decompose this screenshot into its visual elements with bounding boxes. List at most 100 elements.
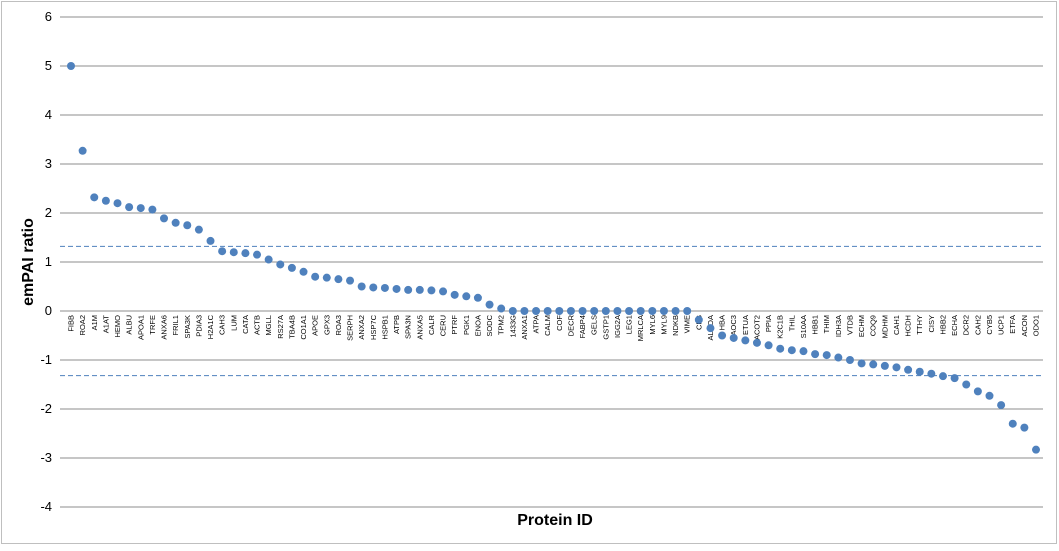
x-category-label: A1AT: [101, 315, 110, 334]
data-point: [973, 387, 982, 396]
data-point: [427, 286, 436, 295]
data-point: [380, 283, 389, 292]
x-category-label: ETUA: [741, 315, 750, 335]
data-point: [346, 276, 355, 285]
x-category-label: FIBB: [67, 315, 76, 332]
x-category-label: CO1A1: [299, 315, 308, 340]
x-category-label: LUM: [229, 315, 238, 331]
x-category-label: LEG1: [625, 315, 634, 334]
x-category-label: ECHM: [857, 315, 866, 337]
x-category-label: MYL6: [648, 315, 657, 335]
data-point: [694, 315, 703, 324]
data-point: [334, 275, 343, 284]
data-point: [799, 347, 808, 356]
x-category-label: ODO1: [1032, 315, 1041, 336]
x-category-label: ROA3: [334, 315, 343, 335]
x-category-label: CYB5: [985, 315, 994, 335]
y-tick-label: 4: [45, 107, 52, 122]
data-point: [915, 367, 924, 376]
x-category-label: 1433G: [508, 315, 517, 338]
x-category-label: VTDB: [845, 315, 854, 335]
data-point: [601, 307, 610, 315]
data-point: [218, 247, 227, 256]
y-tick-label: -1: [40, 352, 52, 367]
data-point: [659, 307, 668, 315]
x-category-label: DCR2: [962, 315, 971, 335]
x-category-label: HBB2: [938, 315, 947, 335]
data-point: [415, 285, 424, 294]
x-category-label: HBA: [718, 315, 727, 330]
data-point: [625, 307, 634, 315]
x-category-label: CAH2: [973, 315, 982, 335]
data-point: [787, 346, 796, 355]
y-tick-label: -4: [40, 499, 52, 514]
data-point: [439, 287, 448, 296]
data-point: [776, 344, 785, 353]
x-category-label: THIM: [822, 315, 831, 333]
x-category-label: VIME: [683, 315, 692, 333]
data-point: [136, 204, 145, 213]
data-point: [834, 353, 843, 362]
y-tick-label: 1: [45, 254, 52, 269]
data-point: [718, 331, 727, 340]
x-category-label: IDH3A: [834, 315, 843, 337]
x-category-label: CAH1: [892, 315, 901, 335]
data-point: [752, 338, 761, 347]
x-category-label: PPIA: [764, 315, 773, 332]
gridlines: [60, 16, 1043, 508]
x-category-label: UCP1: [997, 315, 1006, 335]
data-point: [845, 356, 854, 364]
x-category-label: FRIL1: [171, 315, 180, 335]
data-point: [811, 350, 820, 359]
x-category-label: ALBU: [125, 315, 134, 335]
data-point: [636, 307, 645, 315]
data-point: [1032, 445, 1040, 454]
x-category-label: ANXA1: [520, 315, 529, 340]
x-category-label: GSTP1: [601, 315, 610, 340]
data-point: [357, 282, 366, 291]
data-point: [764, 341, 773, 350]
y-tick-label: -3: [40, 450, 52, 465]
data-point: [927, 369, 936, 378]
data-point: [938, 372, 947, 381]
data-point: [520, 307, 529, 315]
x-category-label: APOA1: [136, 315, 145, 340]
x-category-label: CERU: [439, 315, 448, 336]
data-point: [892, 363, 901, 372]
data-point: [822, 351, 831, 360]
data-point: [206, 236, 215, 245]
x-category-label: SPA3N: [404, 315, 413, 339]
data-point: [90, 193, 99, 202]
x-category-label: COQ9: [869, 315, 878, 336]
data-point: [450, 290, 459, 299]
data-point: [555, 307, 564, 315]
y-tick-label: 5: [45, 58, 52, 73]
data-point: [962, 380, 971, 389]
data-point: [299, 267, 308, 276]
x-category-label: RS27A: [276, 315, 285, 339]
data-point: [183, 221, 192, 230]
x-category-label: ATPA: [532, 315, 541, 333]
data-point: [322, 273, 331, 282]
data-point: [729, 333, 738, 342]
x-category-label: SPA3K: [183, 315, 192, 339]
data-point: [857, 359, 866, 368]
x-category-label: AOC3: [729, 315, 738, 335]
y-tick-labels: 6 5 4 3 2 1 0 -1 -2 -3 -4: [40, 9, 52, 514]
data-point: [485, 300, 494, 309]
x-category-label: ANXA2: [357, 315, 366, 340]
y-tick-label: 6: [45, 9, 52, 24]
x-axis-title: Protein ID: [517, 512, 593, 529]
x-category-labels: FIBB ROA2 A1M A1AT HEMO ALBU APOA1 TRFE ANXA6 FRI…: [67, 314, 1041, 341]
x-category-label: ROA2: [78, 315, 87, 335]
x-category-label: HCDH: [904, 315, 913, 337]
x-category-label: TPM2: [497, 315, 506, 335]
data-point: [741, 336, 750, 345]
data-point: [241, 249, 250, 258]
x-category-label: PTRF: [450, 315, 459, 335]
data-point: [276, 260, 285, 269]
x-category-label: PDIA3: [194, 315, 203, 337]
data-points: [67, 62, 1040, 454]
